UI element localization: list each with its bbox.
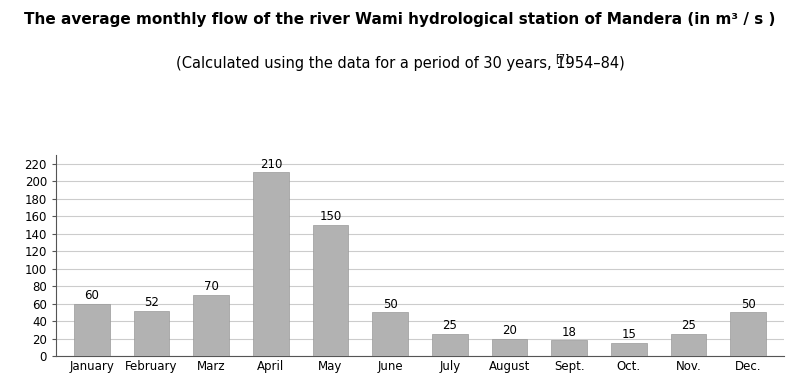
Text: 210: 210 (260, 158, 282, 171)
Bar (611, 343, 646, 356)
Text: 50: 50 (741, 298, 755, 310)
Bar (313, 225, 348, 356)
Bar (194, 295, 229, 356)
Text: The average monthly flow of the river Wami hydrological station of Mandera (in m: The average monthly flow of the river Wa… (24, 12, 776, 27)
Bar (432, 334, 468, 356)
Bar (74, 303, 110, 356)
Text: 25: 25 (681, 319, 696, 332)
Text: 18: 18 (562, 325, 577, 339)
Text: 25: 25 (442, 319, 458, 332)
Text: 150: 150 (319, 210, 342, 223)
Text: [7]: [7] (555, 53, 569, 63)
Bar (730, 312, 766, 356)
Bar (372, 312, 408, 356)
Text: 50: 50 (382, 298, 398, 310)
Bar (551, 340, 587, 356)
Bar (492, 339, 527, 356)
Text: 60: 60 (84, 289, 99, 302)
Text: 20: 20 (502, 324, 517, 337)
Bar (253, 172, 289, 356)
Text: 15: 15 (622, 328, 636, 341)
Bar (134, 310, 170, 356)
Text: 52: 52 (144, 296, 159, 309)
Bar (670, 334, 706, 356)
Text: 70: 70 (204, 280, 218, 293)
Text: (Calculated using the data for a period of 30 years, 1954–84): (Calculated using the data for a period … (176, 56, 624, 71)
